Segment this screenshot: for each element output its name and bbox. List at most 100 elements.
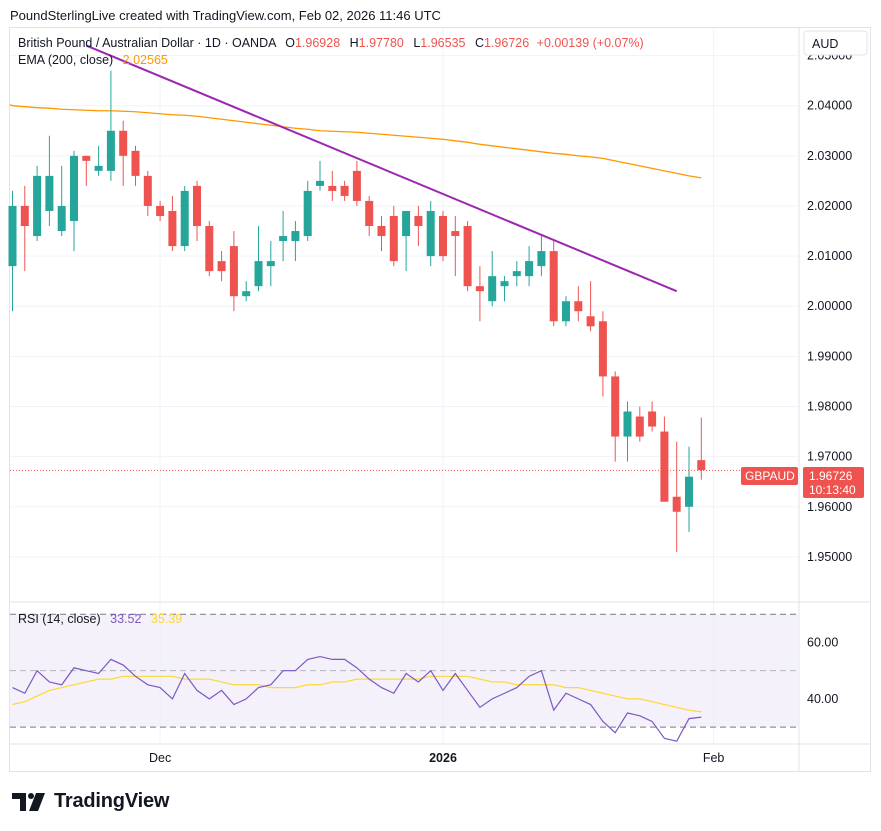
candle <box>279 210 288 262</box>
candle-body <box>168 210 177 247</box>
candle <box>229 231 238 312</box>
candle-body <box>439 215 447 257</box>
candle-body <box>389 215 398 262</box>
candle-body <box>611 376 620 437</box>
candle <box>377 215 386 252</box>
candle <box>33 165 42 242</box>
legend-symbol: British Pound / Australian Dollar · 1D ·… <box>18 36 277 50</box>
candle-body <box>451 231 460 237</box>
candle <box>57 165 66 237</box>
candle <box>402 210 411 272</box>
candle <box>414 205 423 247</box>
legend-ema-label: EMA (200, close) <box>18 53 113 67</box>
tradingview-logo[interactable]: TradingView <box>12 790 169 813</box>
rsi-layer <box>12 655 702 742</box>
candle-body <box>303 190 312 237</box>
candle-body <box>193 185 201 227</box>
candle-body <box>266 261 275 267</box>
legend-rsi-value: 33.52 <box>110 612 141 626</box>
candles-layer <box>8 70 798 552</box>
candle <box>611 371 620 462</box>
candle <box>168 195 177 252</box>
candle <box>389 205 398 267</box>
candle-body <box>106 130 115 171</box>
legend-c-label: C <box>475 36 484 50</box>
candle <box>266 241 275 287</box>
candle <box>439 210 447 262</box>
candle <box>598 311 607 397</box>
legend-rsi-ma-value: 35.39 <box>151 612 182 626</box>
candle <box>94 145 103 176</box>
candle-body <box>70 155 78 222</box>
candle <box>525 246 534 287</box>
candle-body <box>352 170 361 201</box>
candle-body <box>45 175 54 211</box>
candle-body <box>574 301 583 312</box>
candle-body <box>463 226 472 287</box>
candle <box>328 170 337 201</box>
currency-button[interactable] <box>803 30 868 56</box>
ema-200-line <box>9 104 702 179</box>
candle <box>143 170 152 216</box>
candle-body <box>562 301 570 322</box>
candle <box>685 446 693 532</box>
price-axis-label: 2.00000 <box>807 299 852 313</box>
candle-body <box>586 316 595 327</box>
candle <box>254 226 263 292</box>
legend-rsi: RSI (14, close) 33.52 35.39 <box>18 612 182 626</box>
candle <box>365 195 374 237</box>
candle-body <box>57 205 66 232</box>
legend-line-2: EMA (200, close) 2.02565 <box>18 53 168 67</box>
candle <box>488 251 497 307</box>
candle-body <box>377 226 386 237</box>
candle-body <box>500 281 509 287</box>
candle-body <box>598 321 607 377</box>
price-axis-label: 1.96000 <box>807 500 852 514</box>
trendline <box>85 44 678 293</box>
time-axis-label: Feb <box>703 751 725 765</box>
candle-body <box>697 460 706 471</box>
candle <box>45 135 54 227</box>
candle <box>660 416 669 502</box>
candle <box>512 261 521 287</box>
price-tag-value: 1.96726 <box>809 469 853 483</box>
legend-ema-value: 2.02565 <box>123 53 168 67</box>
candle-body <box>8 205 17 267</box>
candle-body <box>119 130 128 156</box>
grid <box>10 28 798 744</box>
legend-o-label: O <box>285 36 295 50</box>
legend-change: +0.00139 (+0.07%) <box>537 36 644 50</box>
candle <box>352 160 361 206</box>
legend-h-label: H <box>350 36 359 50</box>
candle <box>623 401 632 462</box>
tradingview-logo-icon <box>12 792 45 811</box>
price-tag-countdown: 10:13:40 <box>809 483 856 497</box>
candle-body <box>549 251 558 322</box>
time-axis-label: 2026 <box>429 751 457 765</box>
candle <box>500 276 509 302</box>
rsi-ma-line <box>12 675 702 713</box>
candle-body <box>623 411 632 437</box>
candle-body <box>82 155 91 161</box>
candle-body <box>426 210 435 257</box>
candle-body <box>402 210 411 237</box>
candle-body <box>525 261 534 277</box>
candle-body <box>156 205 165 216</box>
candle <box>8 190 17 312</box>
candle <box>574 286 583 322</box>
candle-body <box>131 150 140 176</box>
candle <box>303 180 312 242</box>
price-axis-label: 1.98000 <box>807 399 852 413</box>
price-axis-label: 1.97000 <box>807 450 852 464</box>
candle-body <box>414 215 423 227</box>
candle-body <box>340 185 349 196</box>
candle <box>635 406 644 442</box>
candle <box>131 145 140 186</box>
price-axis-label: 2.01000 <box>807 249 852 263</box>
candle <box>562 296 570 327</box>
candle <box>193 180 201 242</box>
rsi-bands <box>10 613 798 728</box>
candle <box>426 200 435 267</box>
candle-body <box>475 286 484 292</box>
